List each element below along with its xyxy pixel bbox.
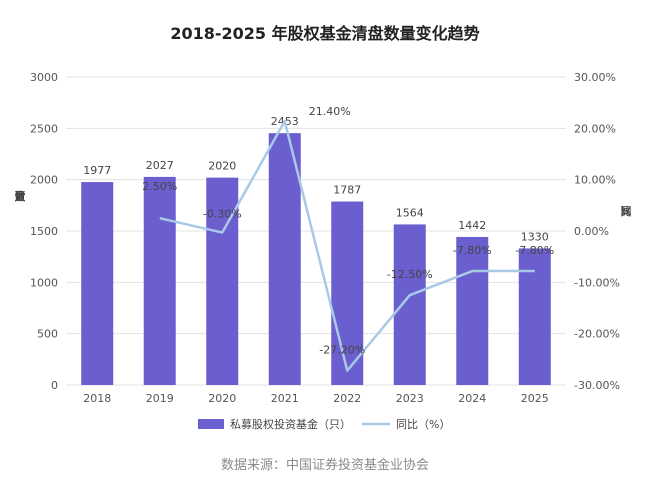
left-tick-label: 1000 (30, 276, 58, 289)
right-tick-label: 0.00% (574, 225, 609, 238)
right-tick-label: -10.00% (574, 276, 620, 289)
data-source: 数据来源：中国证券投资基金业协会 (220, 458, 429, 473)
line-value-label: 21.40% (309, 105, 351, 118)
line-value-label: -7.80% (453, 244, 492, 257)
left-tick-label: 0 (51, 379, 58, 392)
axis-label-char: （ (14, 190, 26, 203)
left-tick-label: 1500 (30, 225, 58, 238)
x-tick-label: 2019 (146, 392, 174, 405)
x-tick-label: 2025 (521, 392, 549, 405)
line-value-label: -12.50% (387, 268, 433, 281)
right-tick-label: 30.00% (574, 71, 616, 84)
bar (268, 133, 301, 385)
x-tick-label: 2020 (208, 392, 236, 405)
axis-label-char: ） (14, 190, 26, 203)
bar-value-label: 1442 (458, 219, 486, 232)
axis-label-char: 量 (14, 190, 26, 203)
bar (331, 201, 364, 385)
yoy-line (159, 119, 535, 372)
axis-label-char: 盘 (14, 190, 26, 203)
bar (393, 224, 426, 385)
right-tick-label: 10.00% (574, 174, 616, 187)
axis-label-char: 同 (620, 205, 632, 218)
right-tick-label: -20.00% (574, 328, 620, 341)
bar (81, 182, 114, 385)
bar-value-label: 1330 (521, 230, 549, 243)
legend-bar-label: 私募股权投资基金（只） (230, 417, 351, 431)
bar-value-label: 2020 (208, 160, 236, 173)
axis-label-char: 比 (620, 205, 632, 218)
x-tick-label: 2022 (333, 392, 361, 405)
bar (143, 176, 176, 385)
bar-value-label: 1977 (83, 164, 111, 177)
axis-label-char: 只 (14, 190, 26, 203)
bar (456, 236, 489, 385)
x-tick-label: 2021 (271, 392, 299, 405)
left-tick-label: 3000 (30, 71, 58, 84)
legend-bar-swatch (198, 419, 224, 429)
axis-label-char: ） (620, 205, 632, 218)
chart-title: 2018-2025 年股权基金清盘数量变化趋势 (170, 24, 480, 43)
bar (518, 248, 551, 385)
line-value-label: -0.30% (203, 208, 242, 221)
line-value-label: 2.50% (142, 180, 177, 193)
x-tick-label: 2024 (458, 392, 486, 405)
bar-value-label: 2027 (146, 159, 174, 172)
bar-value-label: 1564 (396, 206, 424, 219)
axis-label-char: 清 (14, 190, 26, 203)
x-tick-label: 2018 (83, 392, 111, 405)
bar-value-label: 1787 (333, 184, 361, 197)
right-tick-label: 20.00% (574, 122, 616, 135)
axis-label-char: （ (620, 205, 632, 218)
x-tick-label: 2023 (396, 392, 424, 405)
legend-line-label: 同比（%） (396, 418, 450, 431)
axis-label-char: % (620, 205, 632, 218)
left-tick-label: 2000 (30, 174, 58, 187)
axis-label-char: 数 (14, 190, 26, 203)
right-tick-label: -30.00% (574, 379, 620, 392)
line-value-label: -7.80% (515, 244, 554, 257)
line-value-label: -27.20% (319, 344, 365, 357)
left-tick-label: 500 (37, 328, 58, 341)
left-tick-label: 2500 (30, 122, 58, 135)
